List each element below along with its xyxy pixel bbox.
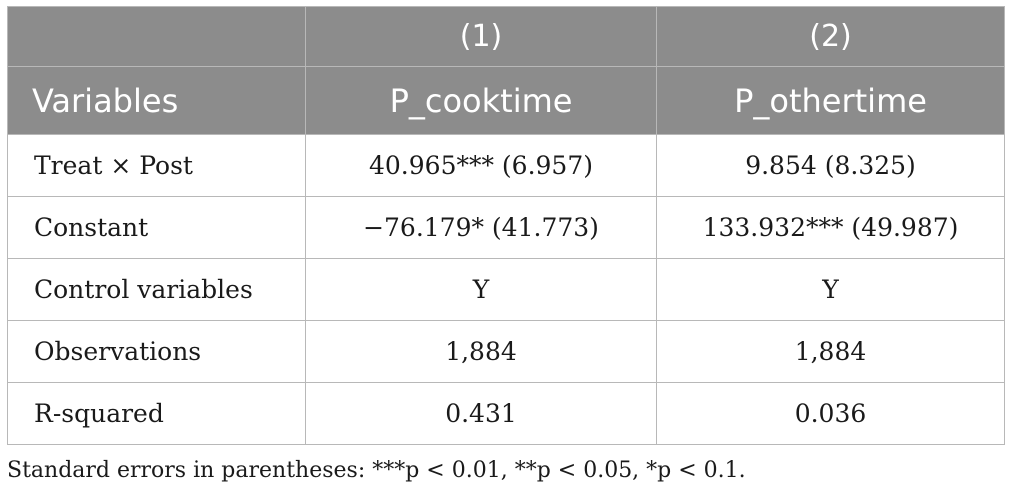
row-label: R-squared xyxy=(7,382,306,445)
header-model-1: (1) xyxy=(305,6,657,67)
cell-model-2: 133.932*** (49.987) xyxy=(656,196,1005,259)
header-variables: Variables xyxy=(7,66,306,135)
header-empty-cell xyxy=(7,6,306,67)
table-footnote: Standard errors in parentheses: ***p < 0… xyxy=(7,458,746,483)
cell-model-1: Y xyxy=(305,258,657,321)
cell-model-2: Y xyxy=(656,258,1005,321)
cell-model-2: 0.036 xyxy=(656,382,1005,445)
cell-model-2: 9.854 (8.325) xyxy=(656,134,1005,197)
header-row-variables: Variables P_cooktime P_othertime xyxy=(7,66,1005,135)
cell-model-1: −76.179* (41.773) xyxy=(305,196,657,259)
cell-model-1: 40.965*** (6.957) xyxy=(305,134,657,197)
header-p-othertime: P_othertime xyxy=(656,66,1005,135)
regression-table: (1) (2) Variables P_cooktime P_othertime… xyxy=(7,6,1005,445)
header-model-2: (2) xyxy=(656,6,1005,67)
row-label: Control variables xyxy=(7,258,306,321)
row-label: Observations xyxy=(7,320,306,383)
table-row: Control variables Y Y xyxy=(7,258,1005,321)
header-row-model-numbers: (1) (2) xyxy=(7,6,1005,67)
table-row: Treat × Post 40.965*** (6.957) 9.854 (8.… xyxy=(7,134,1005,197)
table-row: Constant −76.179* (41.773) 133.932*** (4… xyxy=(7,196,1005,259)
table-row: R-squared 0.431 0.036 xyxy=(7,382,1005,445)
row-label: Treat × Post xyxy=(7,134,306,197)
regression-table-container: (1) (2) Variables P_cooktime P_othertime… xyxy=(7,6,1005,445)
cell-model-1: 0.431 xyxy=(305,382,657,445)
cell-model-2: 1,884 xyxy=(656,320,1005,383)
header-p-cooktime: P_cooktime xyxy=(305,66,657,135)
table-row: Observations 1,884 1,884 xyxy=(7,320,1005,383)
cell-model-1: 1,884 xyxy=(305,320,657,383)
row-label: Constant xyxy=(7,196,306,259)
